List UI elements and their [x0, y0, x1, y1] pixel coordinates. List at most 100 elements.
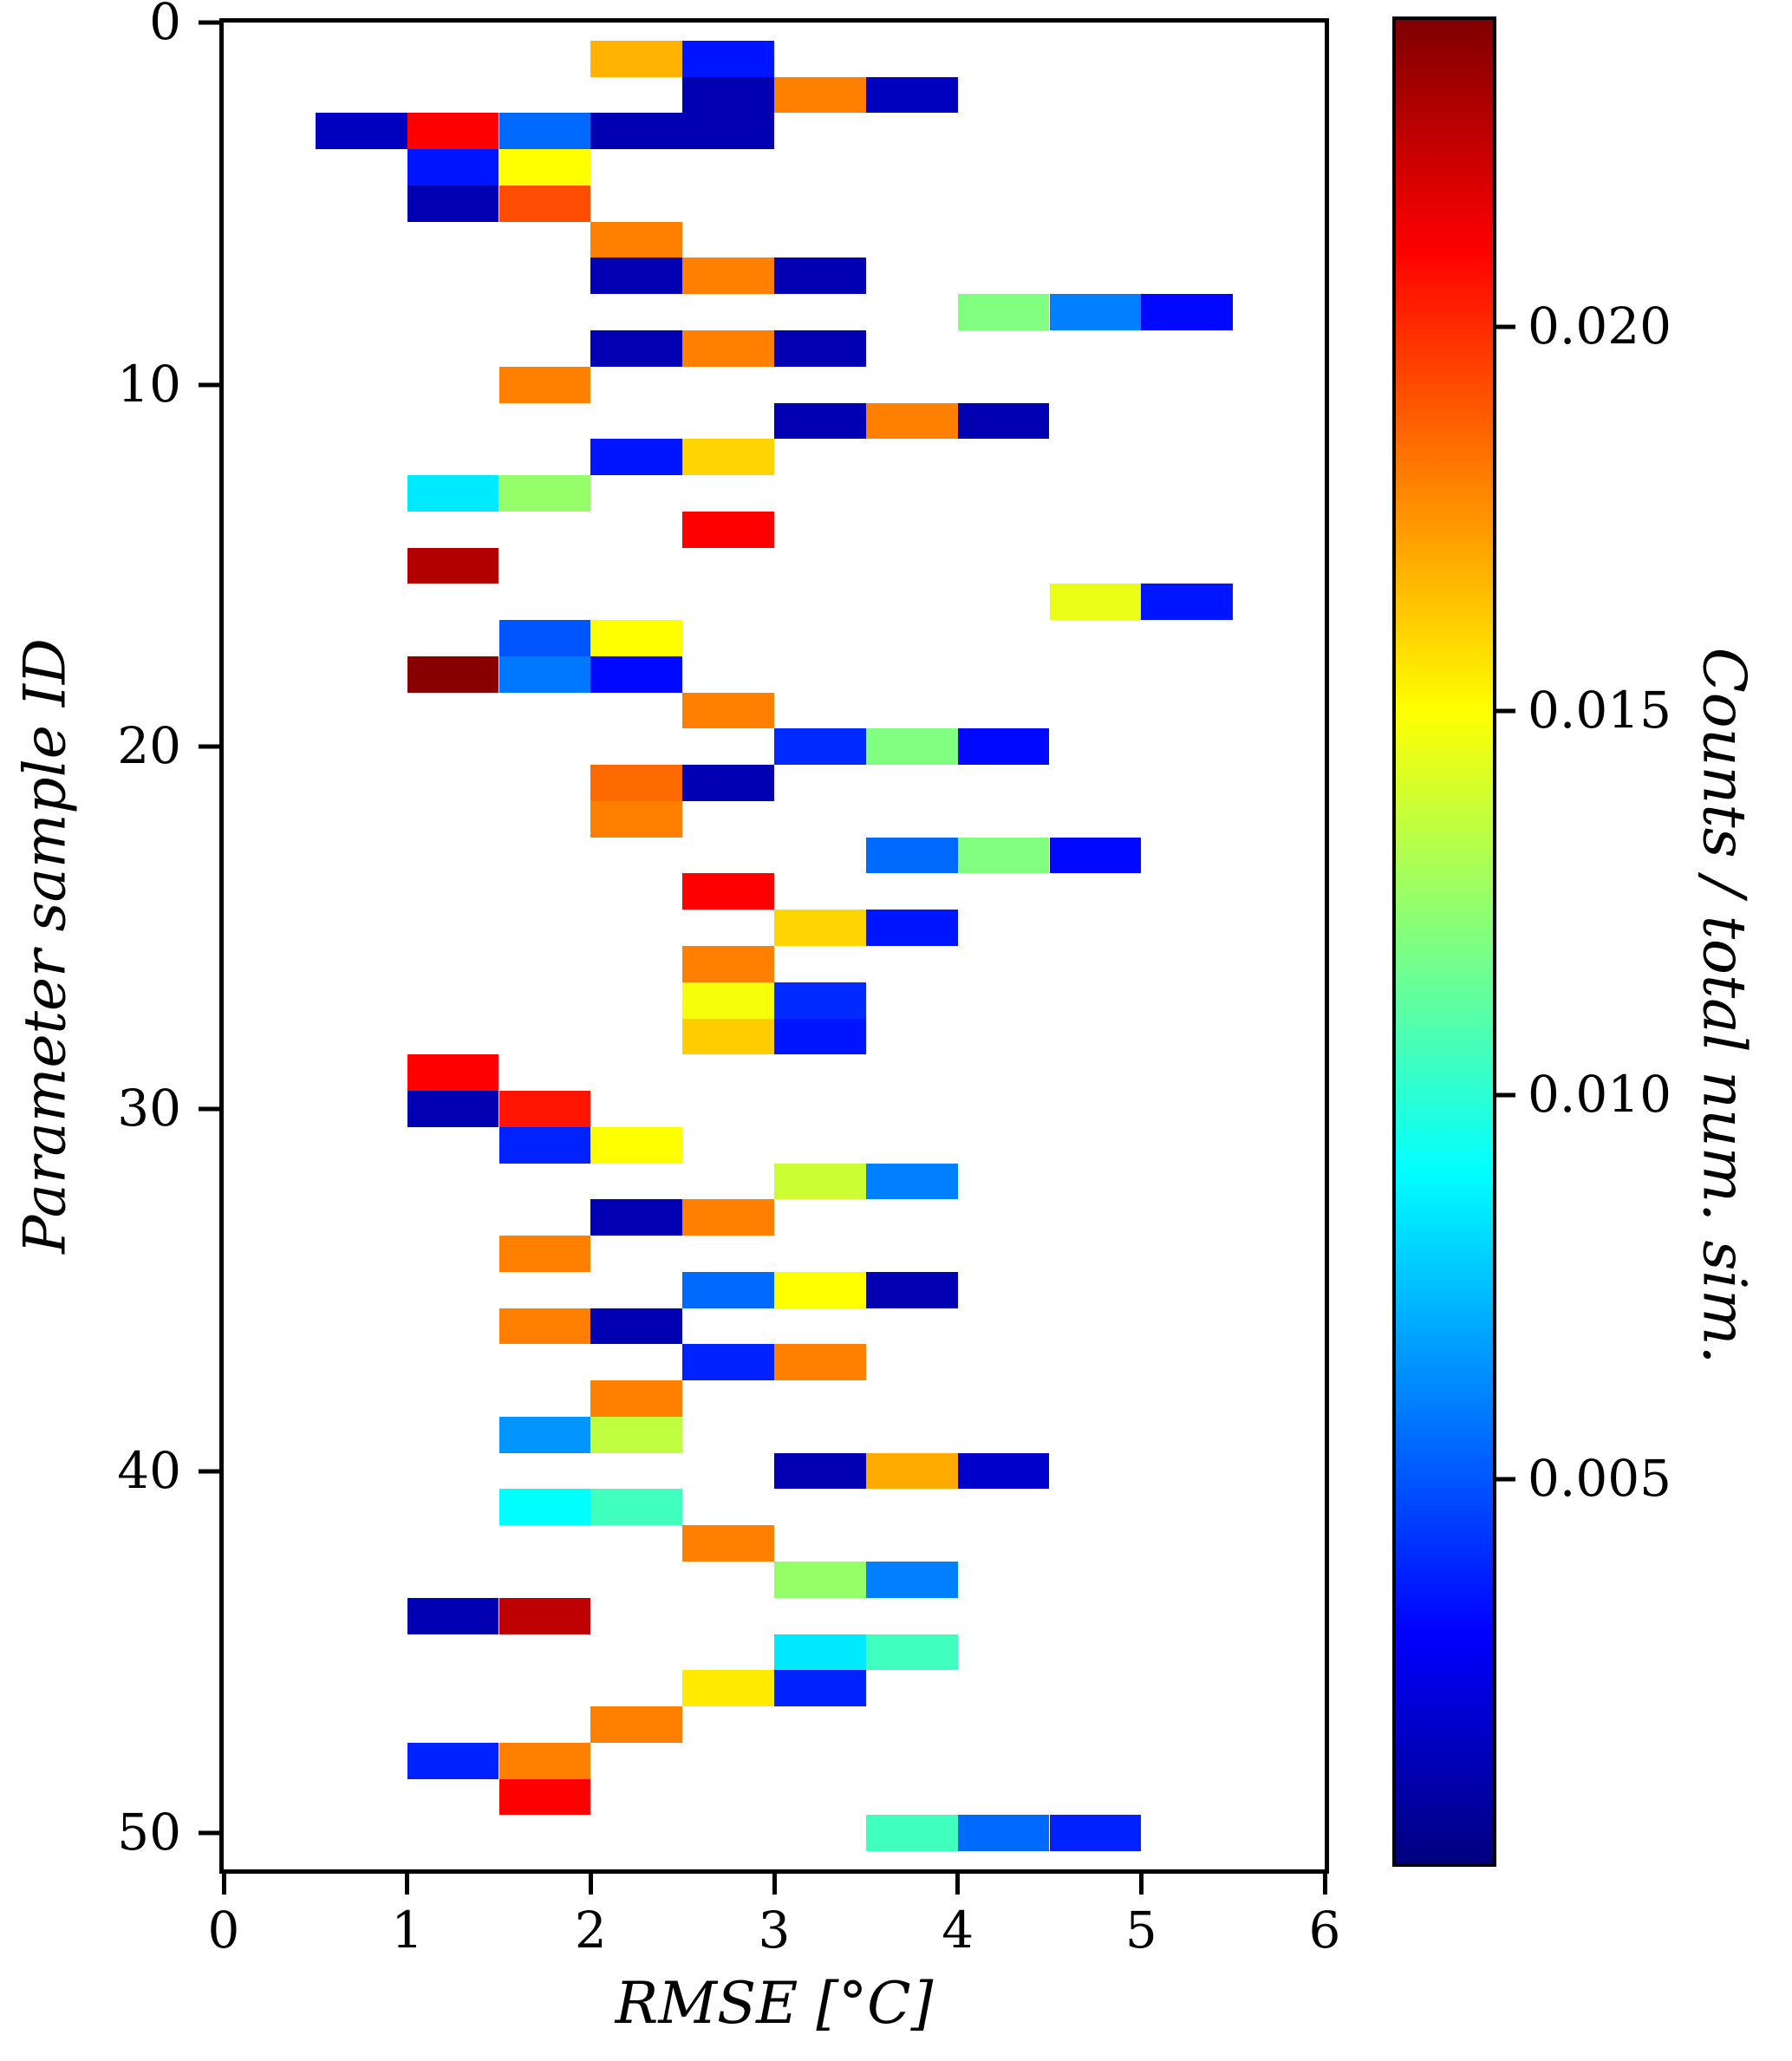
heatmap-cell — [774, 330, 866, 367]
heatmap-cell — [682, 113, 774, 150]
heatmap-cell — [682, 439, 774, 476]
heatmap-cell — [682, 1344, 774, 1381]
x-tick-label: 2 — [574, 1901, 607, 1960]
heatmap-cell — [774, 402, 866, 440]
x-tick-label: 0 — [207, 1901, 240, 1960]
heatmap-cell — [774, 1344, 866, 1381]
x-tick-mark — [772, 1874, 777, 1895]
heatmap-cell — [774, 258, 866, 295]
heatmap-cell — [1049, 837, 1142, 874]
colorbar-tick-label: 0.015 — [1528, 681, 1672, 740]
heatmap-cell — [774, 1562, 866, 1598]
heatmap-cell — [499, 1489, 591, 1526]
heatmap-cell — [865, 76, 958, 114]
heatmap-cell — [590, 1706, 683, 1743]
heatmap-cell — [407, 1054, 499, 1092]
heatmap-cell — [865, 837, 958, 874]
heatmap-cell — [590, 221, 683, 258]
x-tick-mark — [221, 1874, 226, 1895]
heatmap-cell — [407, 475, 499, 512]
heatmap-cell — [499, 113, 591, 150]
heatmap-cell — [865, 728, 958, 766]
heatmap-cell — [682, 765, 774, 801]
heatmap-cell — [682, 946, 774, 982]
heatmap-cell — [590, 439, 683, 476]
y-tick-mark — [199, 20, 219, 25]
heatmap-cell — [407, 547, 499, 584]
heatmap-cell — [590, 258, 683, 295]
heatmap-cell — [499, 149, 591, 186]
heatmap-cell — [774, 982, 866, 1019]
colorbar-tick-mark — [1496, 1092, 1515, 1098]
heatmap-cell — [590, 1489, 683, 1526]
x-tick-mark — [955, 1874, 961, 1895]
heatmap-cell — [499, 1597, 591, 1634]
heatmap-cell — [499, 185, 591, 222]
heatmap-cell — [682, 1271, 774, 1308]
x-axis: 0 1 2 3 4 5 6 — [208, 1874, 1340, 1995]
heatmap-cell — [499, 1778, 591, 1816]
colorbar — [1392, 16, 1496, 1867]
heatmap-cell — [1141, 584, 1234, 621]
y-tick-mark — [199, 1106, 219, 1112]
heatmap-cell — [774, 1670, 866, 1707]
heatmap-cell — [499, 1091, 591, 1127]
heatmap-cell — [682, 258, 774, 295]
heatmap-cell — [682, 76, 774, 114]
heatmap-cell — [499, 475, 591, 512]
heatmap-cell — [590, 765, 683, 801]
heatmap-cell — [682, 1525, 774, 1562]
heatmap-cell — [682, 1670, 774, 1707]
y-tick-label: 20 — [117, 716, 181, 776]
heatmap-cell — [865, 1815, 958, 1852]
heatmap-cell — [407, 149, 499, 186]
heatmap-cell — [590, 800, 683, 838]
heatmap-cell — [407, 655, 499, 693]
heatmap-cell — [499, 1308, 591, 1345]
heatmap-cell — [774, 1018, 866, 1055]
colorbar-axis: 0.020 0.015 0.010 0.005 — [1496, 20, 1756, 1863]
heatmap-cell — [499, 366, 591, 403]
heatmap-cell — [1141, 294, 1234, 330]
y-tick-label: 30 — [117, 1079, 181, 1138]
x-tick-label: 4 — [942, 1901, 974, 1960]
heatmap-cell — [682, 982, 774, 1019]
heatmap-cell — [957, 294, 1050, 330]
heatmap-cell — [865, 910, 958, 946]
x-axis-label: RMSE [°C] — [615, 1970, 934, 2037]
y-axis: 0 10 20 30 40 50 — [0, 0, 219, 1869]
colorbar-tick-label: 0.020 — [1528, 297, 1672, 356]
heatmap-cell — [1049, 294, 1142, 330]
heatmap-cell — [590, 330, 683, 367]
heatmap-cell — [499, 1416, 591, 1453]
heatmap-cell — [590, 1199, 683, 1236]
x-tick-mark — [1322, 1874, 1327, 1895]
heatmap-cell — [865, 1163, 958, 1200]
heatmap-cell — [590, 1416, 683, 1453]
x-tick-label: 1 — [391, 1901, 424, 1960]
colorbar-label: Counts / total num. sim. — [1689, 647, 1758, 1365]
colorbar-tick-label: 0.010 — [1528, 1065, 1672, 1125]
heatmap-cell — [682, 873, 774, 910]
y-tick-mark — [199, 1830, 219, 1836]
heatmap-cell — [865, 1562, 958, 1598]
x-tick-mark — [405, 1874, 410, 1895]
heatmap-cell — [774, 728, 866, 766]
plot-area — [219, 18, 1329, 1874]
heatmap-cell — [957, 1815, 1050, 1852]
heatmap-cell — [1049, 584, 1142, 621]
colorbar-tick-mark — [1496, 708, 1515, 714]
heatmap-cell — [590, 620, 683, 656]
heatmap-cell — [407, 1597, 499, 1634]
x-tick-label: 3 — [758, 1901, 791, 1960]
colorbar-tick-label: 0.005 — [1528, 1449, 1672, 1509]
heatmap-cell — [774, 76, 866, 114]
heatmap-cell — [774, 1452, 866, 1490]
heatmap-cell — [499, 1742, 591, 1779]
colorbar-tick-mark — [1496, 324, 1515, 329]
y-tick-label: 10 — [117, 354, 181, 414]
heatmap-cell — [682, 511, 774, 548]
heatmap-cell — [1049, 1815, 1142, 1852]
heatmap-cell — [682, 692, 774, 729]
heatmap-cell — [774, 1271, 866, 1308]
